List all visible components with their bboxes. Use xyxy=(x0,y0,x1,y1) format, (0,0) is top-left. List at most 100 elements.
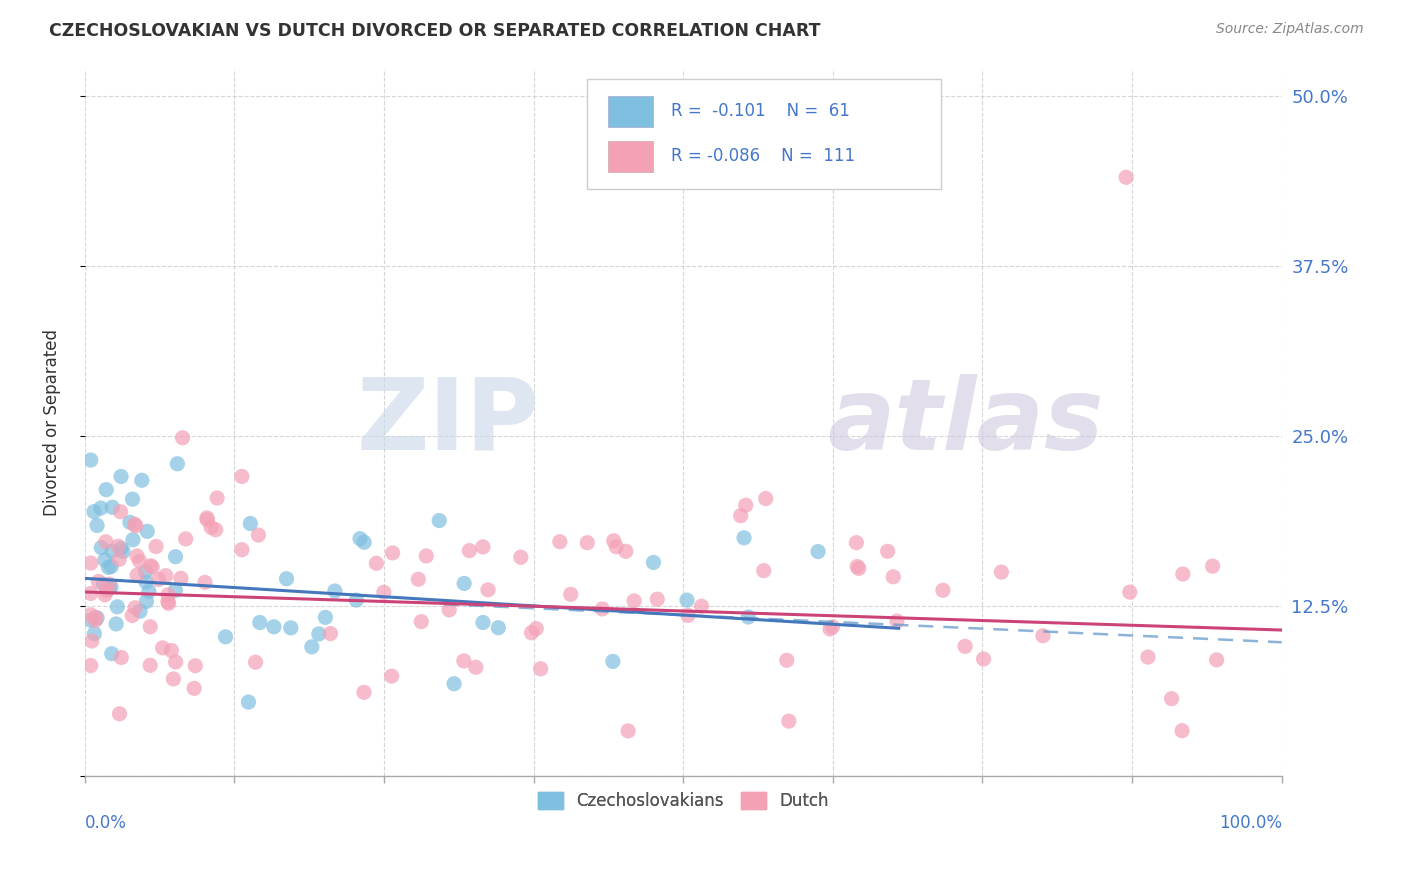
Point xyxy=(381,669,404,683)
Point xyxy=(124,517,146,532)
Point xyxy=(560,587,582,601)
Point xyxy=(245,655,267,669)
Point xyxy=(353,685,375,699)
Text: R = -0.086    N =  111: R = -0.086 N = 111 xyxy=(671,147,855,166)
Point xyxy=(1171,723,1194,738)
Point xyxy=(848,561,870,575)
Point xyxy=(80,453,103,467)
Point xyxy=(174,532,197,546)
Point xyxy=(98,577,121,591)
Point xyxy=(110,650,132,665)
Point xyxy=(145,540,167,554)
Point xyxy=(112,544,135,558)
Point xyxy=(443,677,465,691)
Point xyxy=(408,572,430,586)
Point xyxy=(105,599,128,614)
Point xyxy=(477,582,499,597)
Point xyxy=(127,568,149,582)
Point xyxy=(108,552,131,566)
Point xyxy=(1136,650,1159,665)
Text: CZECHOSLOVAKIAN VS DUTCH DIVORCED OR SEPARATED CORRELATION CHART: CZECHOSLOVAKIAN VS DUTCH DIVORCED OR SEP… xyxy=(49,22,821,40)
Point xyxy=(129,604,152,618)
Point xyxy=(83,505,105,519)
Point xyxy=(415,549,437,563)
Point xyxy=(110,541,132,556)
Point xyxy=(602,655,624,669)
Point xyxy=(603,533,626,548)
Point xyxy=(80,658,103,673)
Point xyxy=(107,539,129,553)
Point xyxy=(90,501,112,516)
Point xyxy=(973,652,995,666)
Point xyxy=(821,620,844,634)
Point xyxy=(263,620,285,634)
Point xyxy=(471,540,494,554)
Point xyxy=(846,559,869,574)
Point xyxy=(752,564,775,578)
Point xyxy=(139,658,162,673)
Point xyxy=(195,511,218,525)
Point xyxy=(152,640,174,655)
Point xyxy=(97,560,120,574)
Point xyxy=(471,615,494,630)
Point xyxy=(876,544,898,558)
Point xyxy=(1032,629,1054,643)
Point xyxy=(94,534,117,549)
Point xyxy=(1160,691,1182,706)
Point xyxy=(1119,585,1142,599)
Point xyxy=(166,457,188,471)
Point xyxy=(366,556,388,570)
Point xyxy=(730,508,752,523)
Point xyxy=(886,614,908,628)
Point xyxy=(195,513,218,527)
Point xyxy=(101,500,124,515)
Point xyxy=(308,627,330,641)
Point xyxy=(86,518,108,533)
Point xyxy=(155,568,177,582)
Point xyxy=(807,544,830,558)
Point xyxy=(94,553,117,567)
Point xyxy=(301,640,323,654)
Point xyxy=(734,498,756,512)
Point xyxy=(105,616,128,631)
Point xyxy=(125,518,148,533)
Point xyxy=(676,593,699,607)
Text: 100.0%: 100.0% xyxy=(1219,814,1282,832)
Point xyxy=(96,583,118,598)
Point xyxy=(239,516,262,531)
Point xyxy=(247,528,270,542)
Point xyxy=(323,584,346,599)
Point xyxy=(84,610,107,624)
Point xyxy=(319,626,342,640)
Point xyxy=(818,622,841,636)
Point xyxy=(623,594,645,608)
Point xyxy=(776,653,799,667)
Point xyxy=(100,647,122,661)
FancyBboxPatch shape xyxy=(588,79,941,189)
Point xyxy=(645,592,668,607)
Point xyxy=(135,575,157,590)
Point xyxy=(314,610,336,624)
Point xyxy=(139,620,162,634)
Point xyxy=(80,613,103,627)
Point xyxy=(755,491,778,506)
Point xyxy=(733,531,755,545)
Point xyxy=(148,573,170,587)
Bar xyxy=(607,96,654,127)
Point xyxy=(605,540,627,554)
Point xyxy=(80,634,103,648)
Point xyxy=(162,672,184,686)
Point xyxy=(676,608,699,623)
Point xyxy=(690,599,713,614)
Point xyxy=(136,524,159,539)
Point xyxy=(953,640,976,654)
Point xyxy=(128,554,150,568)
Bar xyxy=(607,141,654,172)
Point xyxy=(990,565,1012,579)
Point xyxy=(98,582,121,596)
Point xyxy=(427,514,450,528)
Point xyxy=(141,560,163,574)
Text: R =  -0.101    N =  61: R = -0.101 N = 61 xyxy=(671,103,851,120)
Point xyxy=(576,535,599,549)
Point xyxy=(124,600,146,615)
